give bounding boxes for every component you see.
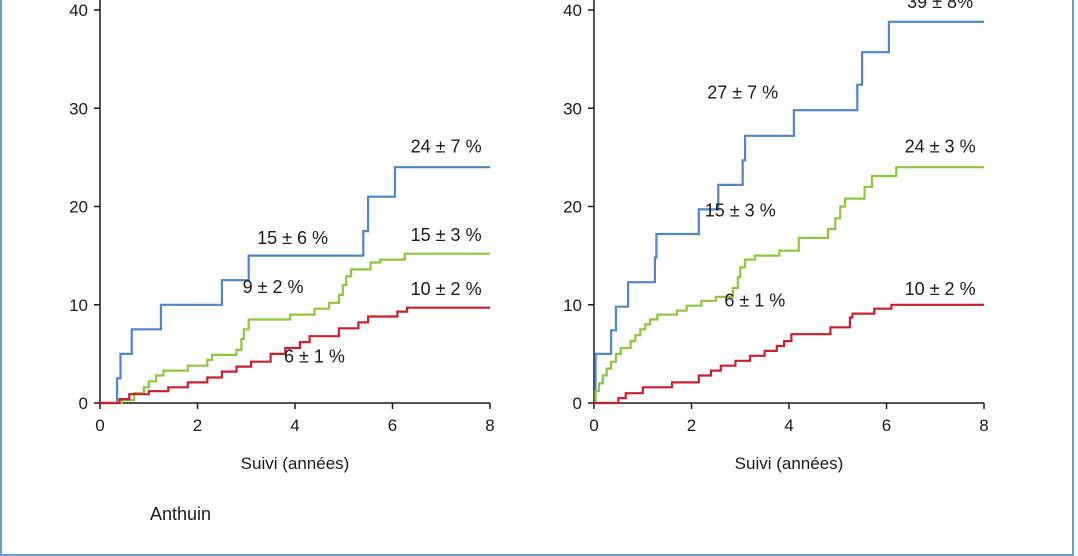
data-label: 24 ± 7 % [411,136,482,156]
data-label: 10 ± 2 % [905,279,976,299]
data-label: 15 ± 3 % [705,200,776,220]
x-axis-label: Suivi (années) [241,454,350,473]
data-label: 10 ± 2 % [411,279,482,299]
y-tick-label: 20 [69,198,88,217]
y-tick-label: 10 [69,296,88,315]
series-line-2 [100,306,490,405]
data-label: 24 ± 3 % [905,136,976,156]
x-tick-label: 2 [687,416,696,435]
x-tick-label: 2 [193,416,202,435]
right-chart: 0 2 4 6 8 0 10 20 30 40 Suivi (années) 39 ± 8% 27 ± … [563,0,989,473]
series-line-1 [594,166,984,405]
data-label: 6 ± 1 % [284,347,345,367]
series-line-0 [594,20,984,405]
x-tick-label: 0 [589,416,598,435]
data-label: 9 ± 2 % [243,277,304,297]
x-axis-label: Suivi (années) [735,454,844,473]
y-tick-label: 40 [69,1,88,20]
left-chart: 0 2 4 6 8 0 10 20 30 40 Suivi (années) 24 ± 7 % 15 ±… [69,0,495,473]
y-tick-label: 20 [563,198,582,217]
x-tick-label: 6 [388,416,397,435]
data-label: 27 ± 7 % [707,82,778,102]
data-label: 6 ± 1 % [724,291,785,311]
data-label: 15 ± 3 % [411,225,482,245]
bottom-caption-text: Anthuin [150,504,212,524]
x-tick-label: 4 [290,416,299,435]
x-tick-label: 4 [784,416,793,435]
data-label: 15 ± 6 % [257,228,328,248]
series-line-1 [100,252,490,405]
y-tick-label: 0 [79,394,88,413]
y-tick-label: 0 [573,394,582,413]
y-tick-label: 40 [563,1,582,20]
y-tick-label: 10 [563,296,582,315]
y-tick-label: 30 [69,99,88,118]
data-label: 39 ± 8% [907,0,973,12]
y-tick-label: 30 [563,99,582,118]
x-tick-label: 8 [485,416,494,435]
x-tick-label: 8 [979,416,988,435]
series-line-2 [594,303,984,405]
x-tick-label: 0 [95,416,104,435]
series-line-0 [100,166,490,405]
x-tick-label: 6 [882,416,891,435]
